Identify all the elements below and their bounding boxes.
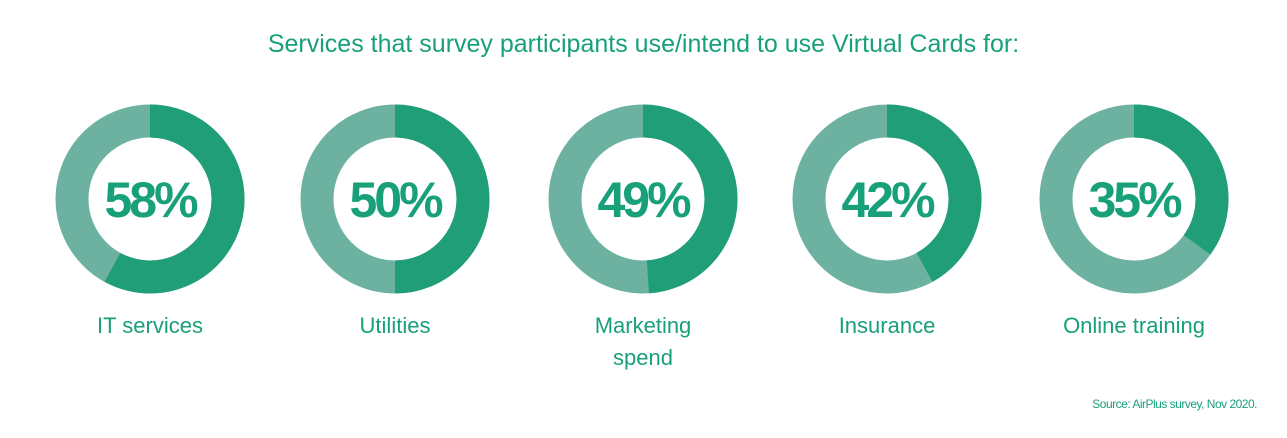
- category-label: Online training: [1063, 313, 1205, 338]
- donut-value-label: 42%: [841, 172, 935, 228]
- donut-value-label: 58%: [104, 172, 198, 228]
- category-label: Marketing spend: [594, 313, 692, 370]
- chart-title: Services that survey participants use/in…: [267, 30, 1020, 58]
- source-note: Source: AirPlus survey, Nov 2020.: [1092, 397, 1257, 411]
- donut-value-arc: [886, 104, 982, 282]
- category-label: Utilities: [359, 313, 431, 338]
- donut-value-label: 35%: [1088, 172, 1182, 228]
- donut-value-arc: [394, 104, 490, 294]
- donut-value-arc: [1133, 104, 1229, 255]
- category-label: Insurance: [838, 313, 936, 338]
- donut-value-label: 49%: [597, 172, 691, 228]
- donut-value-arc: [104, 104, 245, 294]
- donut-value-arc: [642, 104, 738, 294]
- category-label: IT services: [97, 313, 203, 338]
- donut-value-label: 50%: [349, 172, 443, 228]
